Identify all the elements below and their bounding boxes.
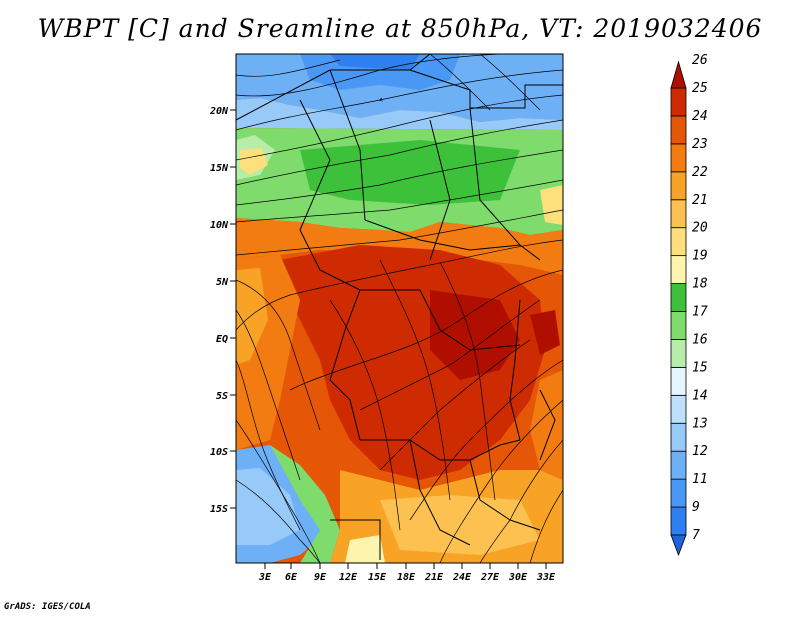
colorbar-label: 23: [692, 137, 708, 152]
lon-tick-label: 27E: [480, 572, 500, 583]
wbpt-field: [236, 54, 563, 563]
colorbar-high-arrow: [670, 60, 687, 89]
latitude-axis: 20N 15N 10N 5N EQ 5S 10S 15S: [209, 106, 236, 515]
colorbar-label: 20: [692, 221, 708, 236]
colorbar-segment: [670, 422, 687, 452]
colorbar-low-arrow: [670, 534, 687, 557]
colorbar-segment: [670, 283, 687, 312]
colorbar-label: 22: [692, 165, 708, 180]
lat-tick-label: 5S: [216, 391, 228, 402]
colorbar-segment: [670, 478, 687, 508]
lon-tick-label: 21E: [424, 572, 444, 583]
colorbar-segment: [670, 143, 687, 173]
colorbar-label: 13: [692, 416, 708, 431]
chart-title: WBPT [C] and Sreamline at 850hPa, VT: 20…: [37, 14, 763, 43]
lat-tick-label: EQ: [216, 334, 228, 345]
colorbar-segment: [670, 199, 687, 229]
lon-tick-label: 15E: [368, 572, 387, 583]
credit-label: GrADS: IGES/COLA: [4, 602, 91, 612]
lon-tick-label: 9E: [314, 572, 327, 583]
colorbar-segment: [670, 115, 687, 145]
colorbar-segment: [670, 450, 687, 480]
colorbar-label: 12: [692, 444, 708, 459]
lat-tick-label: 10S: [210, 447, 228, 458]
colorbar-label: 26: [692, 53, 708, 68]
colorbar: 7 9 11 12 13 14 15 16 17 18 19 20 21 22 23 24 25 26: [670, 53, 708, 557]
colorbar-label: 17: [692, 305, 708, 320]
streamlines: [236, 54, 563, 563]
lat-tick-label: 10N: [210, 220, 229, 231]
colorbar-label: 25: [692, 81, 708, 96]
colorbar-segment: [670, 394, 687, 424]
lon-tick-label: 6E: [285, 572, 298, 583]
colorbar-label: 15: [692, 360, 708, 375]
colorbar-segment: [670, 87, 687, 117]
colorbar-segment: [670, 311, 687, 340]
colorbar-segment: [670, 366, 687, 396]
lon-tick-label: 12E: [339, 572, 358, 583]
colorbar-segment: [670, 171, 687, 201]
lon-tick-label: 24E: [452, 572, 472, 583]
lat-tick-label: 5N: [216, 277, 229, 288]
lon-tick-label: 33E: [536, 572, 556, 583]
lat-tick-label: 20N: [209, 106, 229, 117]
colorbar-label: 18: [692, 277, 708, 292]
colorbar-label: 24: [692, 109, 708, 124]
map-frame: [235, 53, 564, 564]
colorbar-segment: [670, 339, 687, 368]
colorbar-label: 19: [692, 249, 708, 264]
lat-tick-label: 15S: [210, 504, 228, 515]
colorbar-label: 16: [692, 332, 708, 347]
lat-tick-label: 15N: [210, 163, 229, 174]
colorbar-label: 21: [692, 193, 708, 208]
colorbar-label: 7: [692, 528, 700, 543]
colorbar-label: 9: [692, 500, 700, 515]
colorbar-segment: [670, 227, 687, 257]
lon-tick-label: 30E: [508, 572, 528, 583]
colorbar-label: 14: [692, 388, 708, 403]
country-borders: [236, 54, 563, 560]
colorbar-label: 11: [692, 472, 708, 487]
lon-tick-label: 18E: [397, 572, 416, 583]
longitude-axis: 3E 6E 9E 12E 15E 18E 21E 24E 27E 30E 33E: [258, 563, 556, 583]
colorbar-segment: [670, 506, 687, 536]
lon-tick-label: 3E: [258, 572, 272, 583]
colorbar-segment: [670, 255, 687, 284]
